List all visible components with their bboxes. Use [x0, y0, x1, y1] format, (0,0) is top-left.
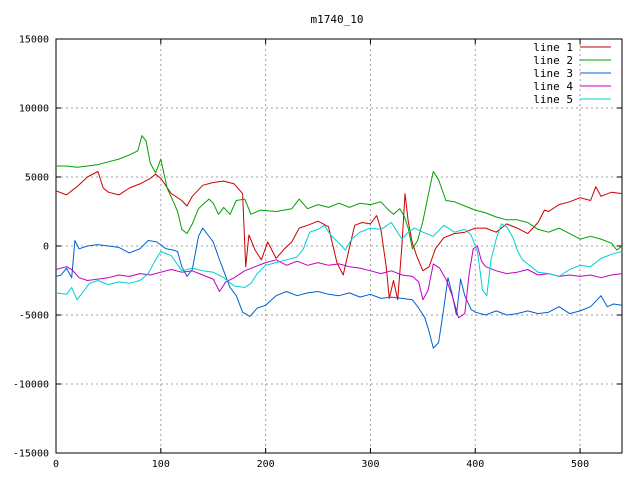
x-tick-label: 500: [571, 459, 589, 470]
series-layer: [55, 135, 623, 349]
series-line-2: [56, 135, 623, 251]
x-tick-label: 300: [361, 459, 379, 470]
y-tick-label: -15000: [13, 449, 49, 460]
x-tick-label: 100: [152, 459, 170, 470]
x-tick-label: 200: [257, 459, 275, 470]
series-line-3: [55, 227, 623, 349]
axes: 0 100 200 300 400 500 -15000 -10000 -5000 0 5000 10…: [13, 35, 623, 470]
legend-label-2: line 2: [533, 54, 573, 67]
y-tick-label: 15000: [19, 35, 49, 46]
legend-label-1: line 1: [533, 41, 573, 54]
chart-title: m1740_10: [311, 13, 364, 26]
series-line-4: [55, 245, 623, 319]
legend-label-4: line 4: [533, 80, 573, 93]
series-line-5: [55, 222, 623, 301]
y-tick-label: 10000: [19, 104, 49, 115]
legend-label-5: line 5: [533, 93, 573, 106]
y-tick-label: 5000: [25, 173, 49, 184]
series-line-1: [55, 171, 623, 301]
y-tick-label: -10000: [13, 380, 49, 391]
x-tick-label: 400: [466, 459, 484, 470]
x-tick-label: 0: [53, 459, 59, 470]
y-tick-label: -5000: [19, 311, 49, 322]
legend-label-3: line 3: [533, 67, 573, 80]
y-tick-label: 0: [43, 242, 49, 253]
